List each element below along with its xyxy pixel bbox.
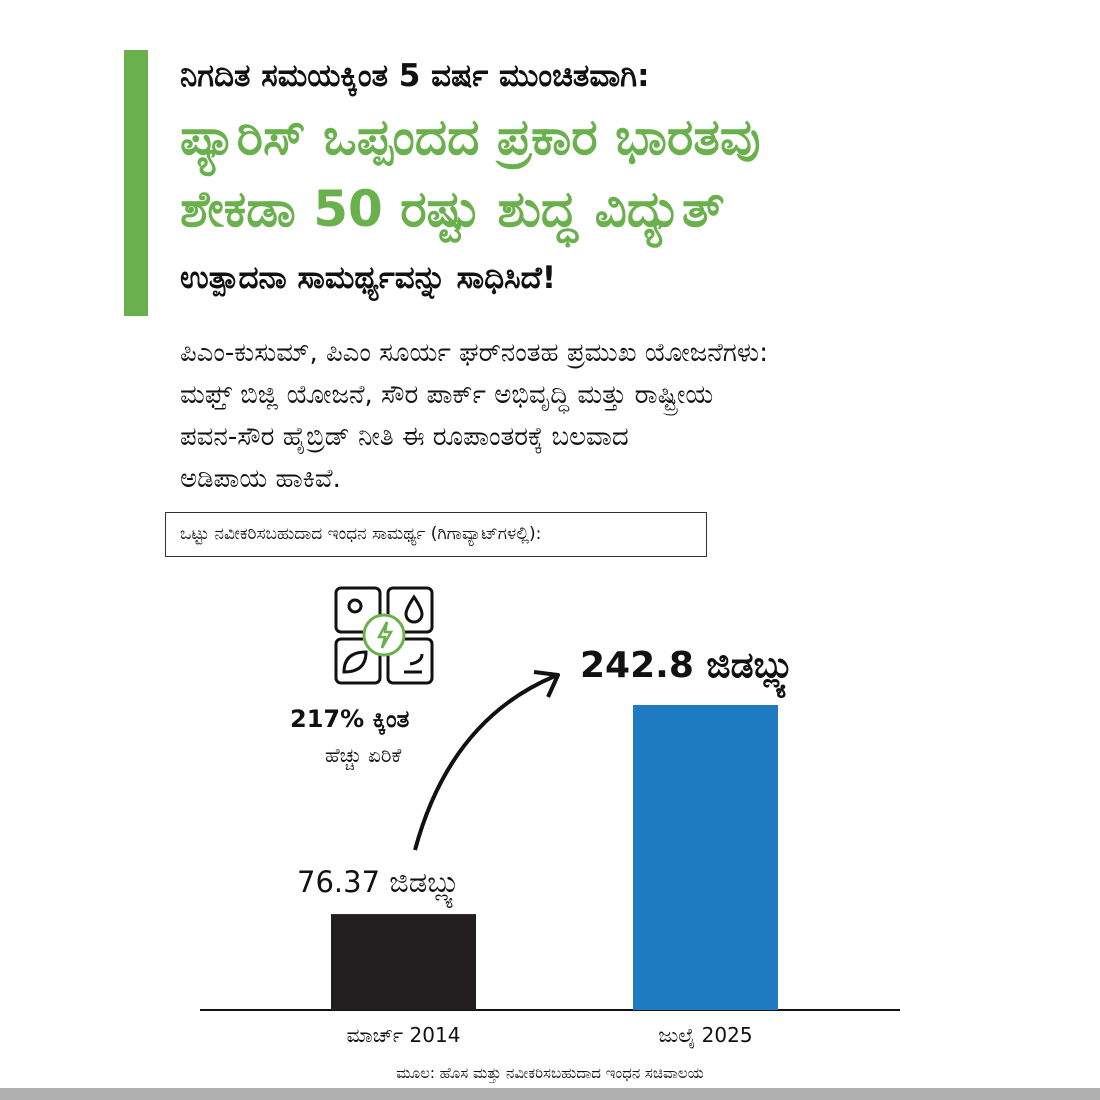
paragraph-line: ಪಿಎಂ-ಕುಸುಮ್, ಪಿಎಂ ಸೂರ್ಯ ಘರ್‌ನಂತಹ ಪ್ರಮುಖ … xyxy=(180,338,768,368)
chart-title: ಒಟ್ಟು ನವೀಕರಿಸಬಹುದಾದ ಇಂಧನ ಸಾಮರ್ಥ್ಯ (ಗಿಗಾವ… xyxy=(165,512,707,557)
headline-line-2: ಪ್ಯಾರಿಸ್ ಒಪ್ಪಂದದ ಪ್ರಕಾರ ಭಾರತವು xyxy=(180,108,761,166)
renewable-energy-grid-icon xyxy=(334,586,434,685)
growth-label: ಹೆಚ್ಚು ಏರಿಕೆ xyxy=(325,743,401,770)
growth-percent: 217% ಕ್ಕಿಂತ xyxy=(290,705,410,736)
bar-1 xyxy=(633,705,778,1010)
bar-0 xyxy=(331,914,476,1010)
data-label: 76.37 ಜಿಡಬ್ಲ್ಯು xyxy=(297,865,465,909)
headline-line-4: ಉತ್ಪಾದನಾ ಸಾಮರ್ಥ್ಯವನ್ನು ಸಾಧಿಸಿದೆ! xyxy=(180,260,556,296)
curved-arrow-icon xyxy=(413,670,560,851)
paragraph-line: ಅಡಿಪಾಯ ಹಾಕಿವೆ. xyxy=(180,464,341,494)
source-note: ಮೂಲ: ಹೊಸ ಮತ್ತು ನವೀಕರಿಸಬಹುದಾದ ಇಂಧನ ಸಚಿವಾಲ… xyxy=(396,1064,704,1082)
x-tick-label: ಜುಲೈ 2025 xyxy=(658,1023,752,1049)
x-tick-label: ಮಾರ್ಚ್ 2014 xyxy=(347,1023,461,1047)
headline-line-3: ಶೇಕಡಾ 50 ರಷ್ಟು ಶುದ್ಧ ವಿದ್ಯುತ್ xyxy=(180,180,725,238)
headline-line-1: ನಿಗದಿತ ಸಮಯಕ್ಕಿಂತ 5 ವರ್ಷ ಮುಂಚಿತವಾಗಿ: xyxy=(180,58,650,94)
paragraph-line: ಪವನ-ಸೌರ ಹೈಬ್ರಿಡ್ ನೀತಿ ಈ ರೂಪಾಂತರಕ್ಕೆ ಬಲವಾ… xyxy=(180,422,629,452)
accent-bar xyxy=(124,50,148,316)
description-paragraph: ಪಿಎಂ-ಕುಸುಮ್, ಪಿಎಂ ಸೂರ್ಯ ಘರ್‌ನಂತಹ ಪ್ರಮುಖ … xyxy=(180,332,768,500)
paragraph-line: ಮಫ್ತ್ ಬಿಜ್ಲಿ ಯೋಜನೆ, ಸೌರ ಪಾರ್ಕ್ ಅಭಿವೃದ್ಧಿ… xyxy=(180,380,714,410)
data-label: 242.8 ಜಿಡಬ್ಲ್ಯು xyxy=(580,645,800,699)
footer-bar xyxy=(0,1088,1100,1100)
